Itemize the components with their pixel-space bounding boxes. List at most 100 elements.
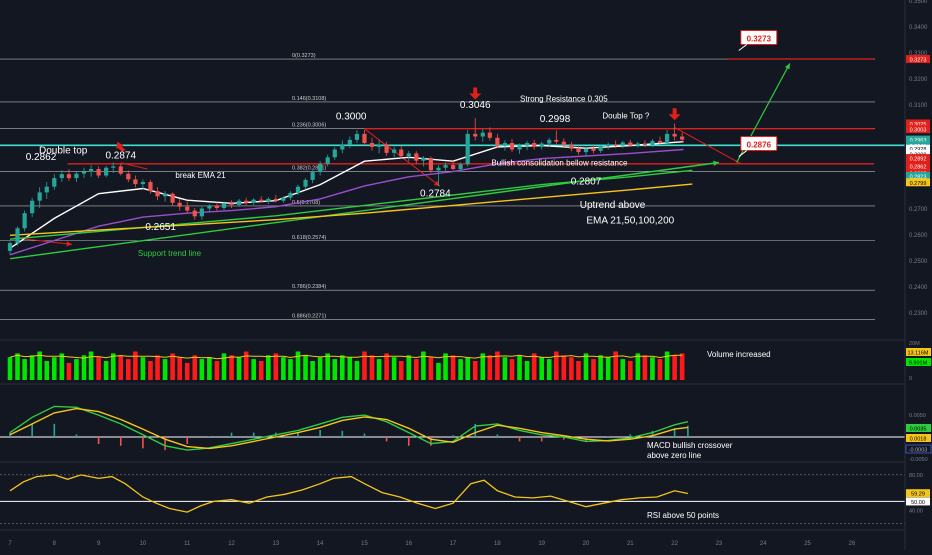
down-arrow-icon xyxy=(469,87,482,100)
candle xyxy=(561,138,566,147)
volume-bar xyxy=(554,351,559,380)
candle xyxy=(325,154,330,167)
svg-text:0.2823: 0.2823 xyxy=(910,175,927,181)
candle xyxy=(81,167,87,179)
candle xyxy=(539,141,544,150)
candle xyxy=(288,191,293,201)
time-tick-label: 12 xyxy=(228,541,235,547)
volume-bar xyxy=(620,359,626,380)
macd-histogram-bar xyxy=(119,437,122,446)
macd-histogram-bar xyxy=(363,433,366,437)
volume-bar xyxy=(66,362,72,380)
price-callout: 0.2876 xyxy=(738,136,778,157)
time-tick-label: 20 xyxy=(583,541,590,547)
volume-bar xyxy=(472,361,478,380)
volume-bar xyxy=(207,357,212,380)
volume-bar xyxy=(243,351,249,380)
volume-bar xyxy=(628,361,633,380)
candle xyxy=(554,130,559,145)
macd-histogram-bar xyxy=(75,434,78,437)
arrow-head xyxy=(713,160,719,166)
volume-bar xyxy=(443,353,448,380)
volume-bar xyxy=(657,359,663,380)
candle xyxy=(111,162,116,173)
candle xyxy=(517,143,522,154)
volume-bar xyxy=(354,361,360,380)
volume-bar xyxy=(192,355,198,380)
price-tick-label: 0.3500 xyxy=(909,0,928,5)
candle xyxy=(384,141,389,156)
macd-tag: -0.0003 xyxy=(905,444,932,454)
volume-bar xyxy=(583,353,589,380)
volume-bar xyxy=(295,351,301,380)
volume-bar xyxy=(133,351,138,380)
price-tag: 0.2892 xyxy=(906,154,930,163)
candle xyxy=(569,141,574,152)
price-tag: 0.2799 xyxy=(906,178,930,187)
candle xyxy=(148,179,153,194)
candle xyxy=(30,197,35,218)
time-tick-label: 26 xyxy=(849,541,856,547)
price-tick-label: 0.3200 xyxy=(909,77,928,83)
macd-histogram-bar xyxy=(452,435,454,437)
svg-text:50.00: 50.00 xyxy=(911,500,925,506)
candle xyxy=(44,182,49,199)
volume-bar xyxy=(531,353,537,380)
candle xyxy=(221,201,227,211)
fib-level-label: 0.146(0.3108) xyxy=(292,96,326,102)
volume-bar xyxy=(37,351,42,380)
volume-bar xyxy=(421,351,426,380)
volume-bar xyxy=(502,357,508,380)
annotation-text: break EMA 21 xyxy=(175,171,226,180)
candle xyxy=(37,187,42,208)
macd-label: MACD bullish crossover xyxy=(647,441,733,450)
candle xyxy=(362,130,367,146)
candle xyxy=(96,166,101,179)
ema-line xyxy=(9,148,684,256)
candle xyxy=(347,136,352,149)
candle xyxy=(443,162,448,172)
volume-bar xyxy=(310,361,315,380)
volume-bar xyxy=(458,359,463,380)
volume-bar xyxy=(15,353,20,380)
candles xyxy=(7,118,685,255)
annotation-text: 0.3000 xyxy=(336,112,367,123)
volume-bar xyxy=(281,357,286,380)
price-tick-label: 0.3100 xyxy=(909,103,928,109)
time-tick-label: 10 xyxy=(140,541,147,547)
time-tick-label: 13 xyxy=(273,541,280,547)
candle xyxy=(502,140,508,151)
candle xyxy=(509,139,515,153)
fib-level-label: 0.5(0.2708) xyxy=(292,200,320,206)
svg-text:0.3273: 0.3273 xyxy=(910,58,927,64)
macd-histogram-bar xyxy=(208,436,211,437)
volume-bar xyxy=(362,351,367,380)
time-tick-label: 21 xyxy=(627,541,634,547)
macd-histogram-bar xyxy=(673,428,676,437)
price-tag: 0.3025 xyxy=(906,119,930,128)
candle xyxy=(236,198,242,207)
macd-label-2: above zero line xyxy=(647,451,702,460)
candle xyxy=(672,123,677,141)
time-tick-label: 16 xyxy=(405,541,412,547)
volume-bar xyxy=(103,361,109,380)
candle xyxy=(177,198,182,211)
macd-histogram-bar xyxy=(687,425,689,437)
candle xyxy=(303,178,308,190)
price-tag: 0.2862 xyxy=(906,161,930,170)
volume-bar xyxy=(561,355,567,380)
candle xyxy=(340,140,345,154)
volume-bar xyxy=(524,361,530,380)
candle xyxy=(281,196,286,203)
annotation-text: Support trend line xyxy=(138,249,202,258)
price-tick-label: 0.2700 xyxy=(909,207,928,213)
rsi-tick-label: 80.00 xyxy=(909,473,923,479)
candle xyxy=(310,170,315,184)
candle xyxy=(318,161,323,176)
fibonacci-levels: 0(0.3273) 0.146(0.3108) 0.236(0.3006) 0.382… xyxy=(0,53,875,320)
volume-bar xyxy=(480,353,486,380)
down-arrow-icon xyxy=(668,108,681,121)
